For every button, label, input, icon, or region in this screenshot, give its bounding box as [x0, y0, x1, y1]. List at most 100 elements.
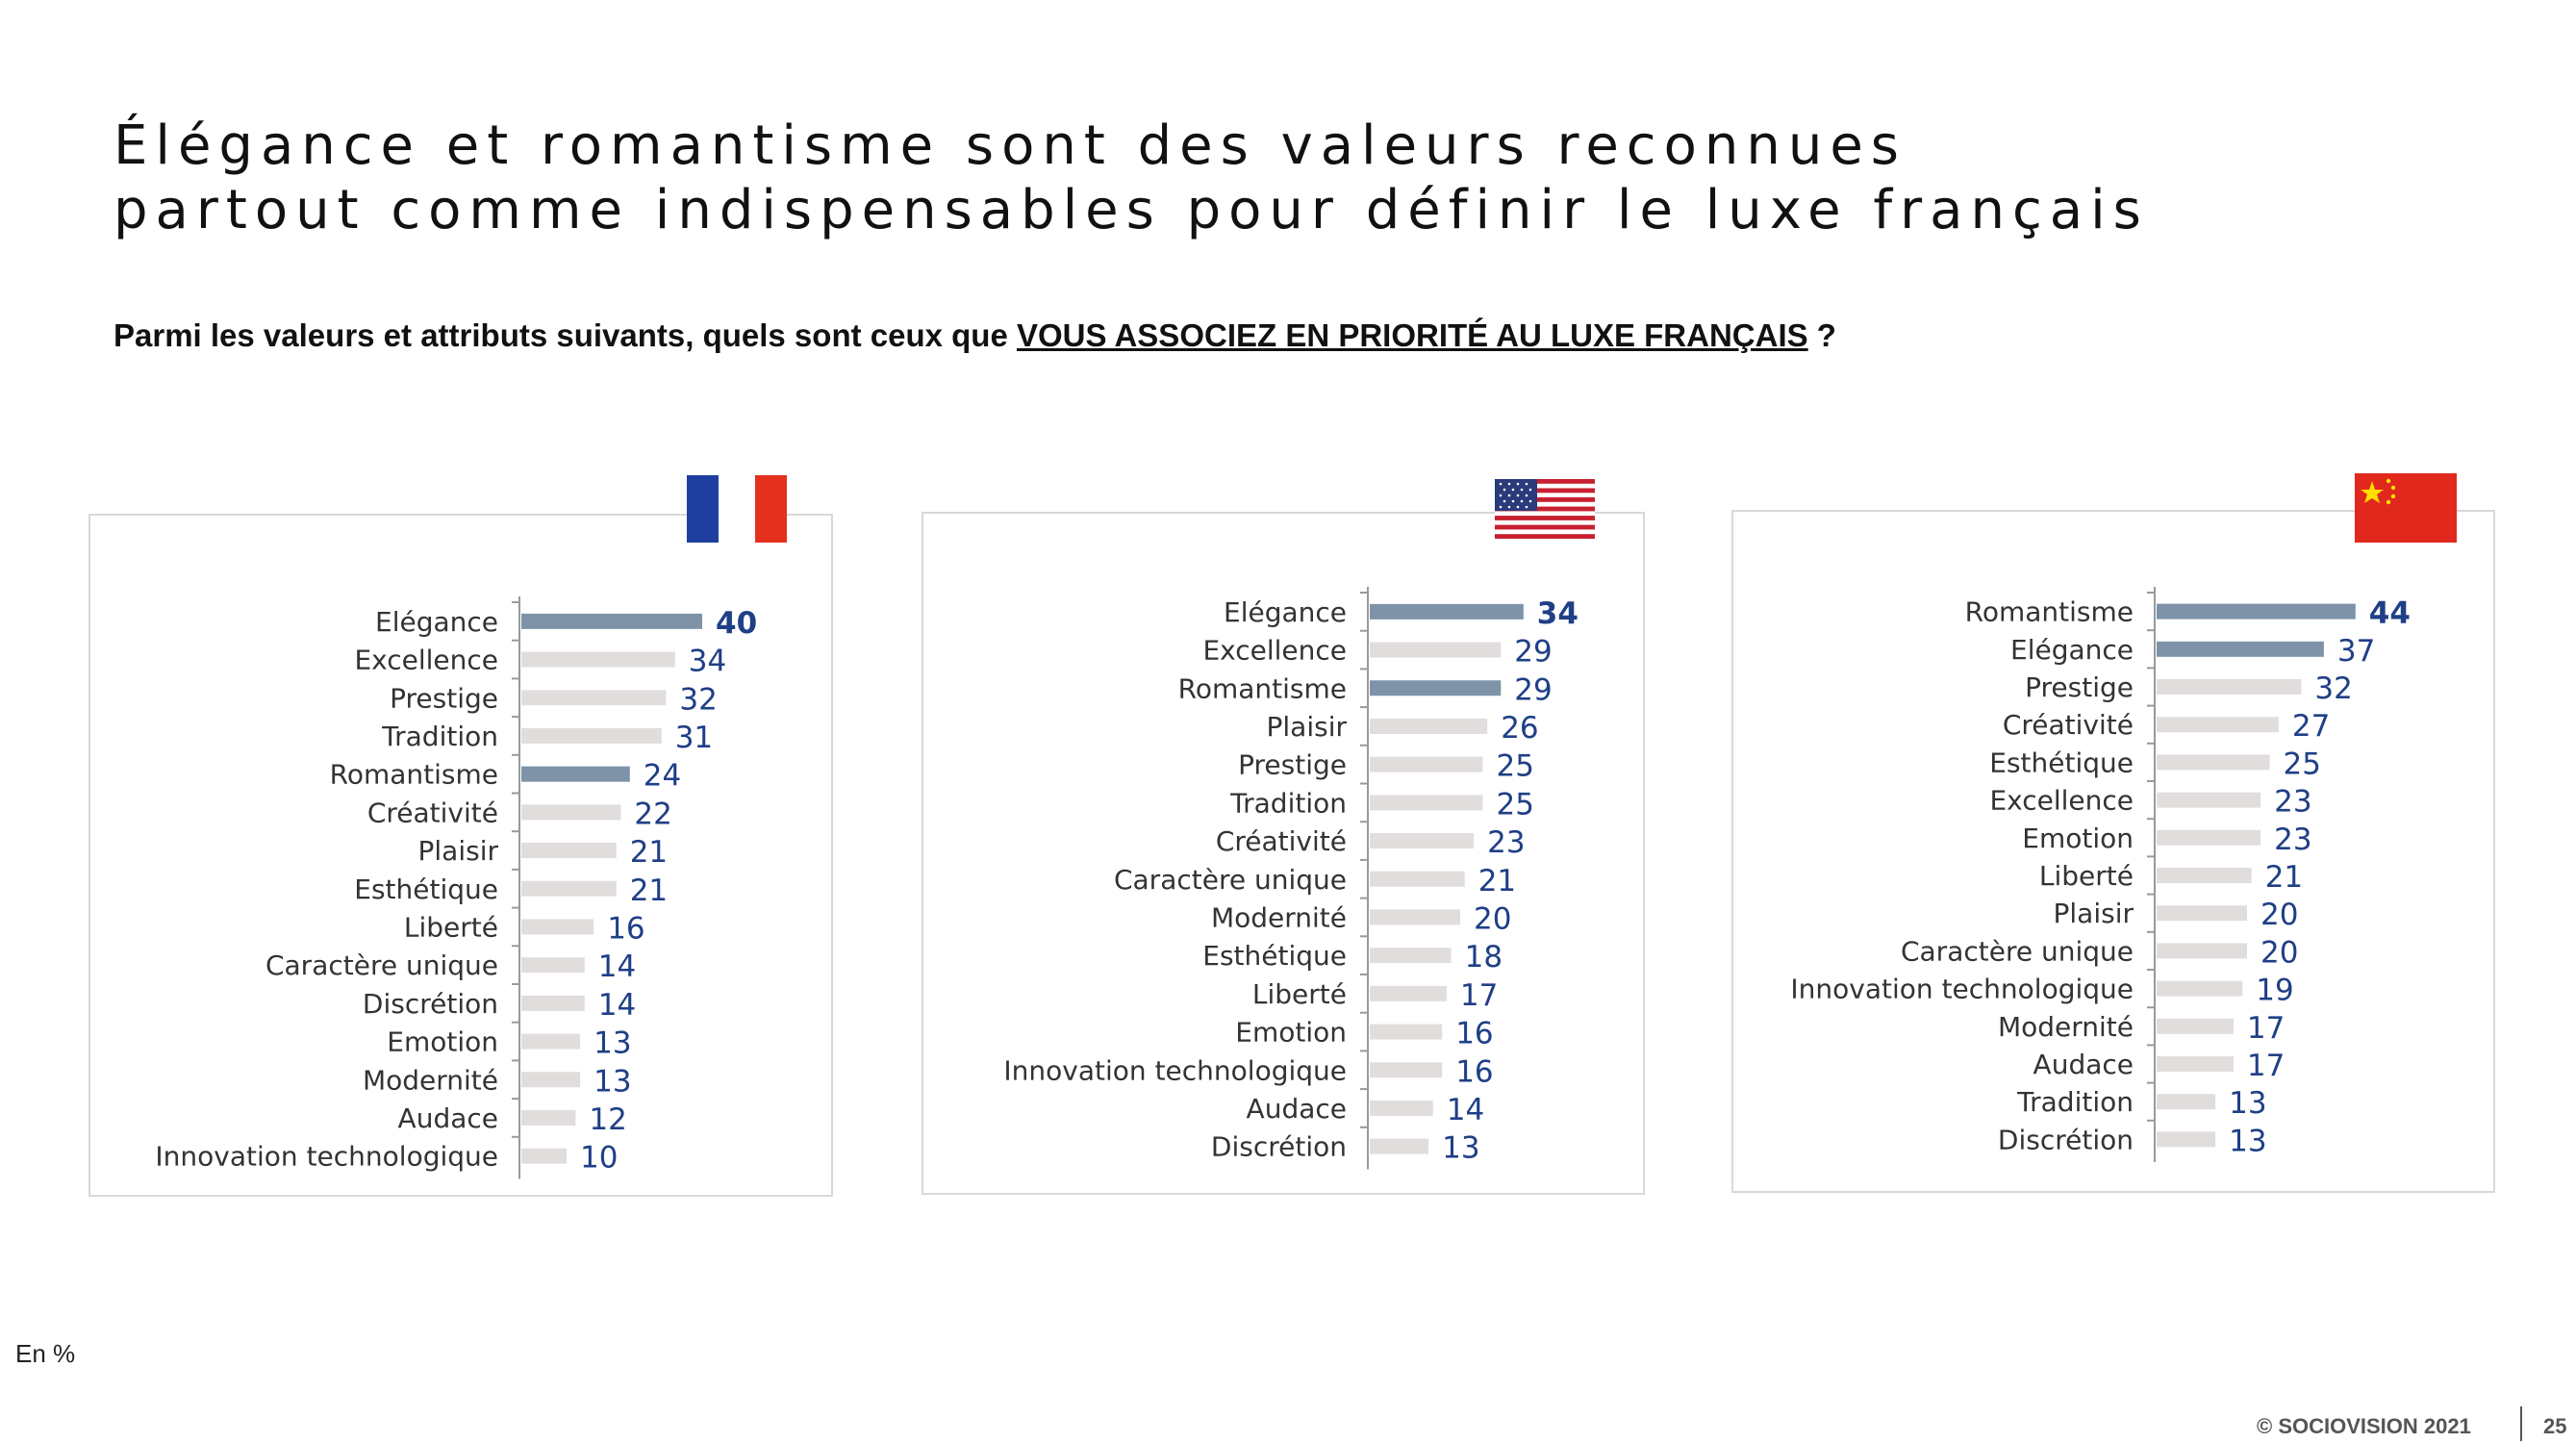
- bar-chart-france: Elégance 40 Excellence 34 Prestige 32 Traditio…: [155, 596, 757, 1179]
- value-label: 17: [2247, 1049, 2285, 1083]
- value-label: 13: [593, 1026, 631, 1061]
- bar: [2157, 679, 2302, 695]
- category-label: Modernité: [363, 1064, 498, 1096]
- bar: [1370, 642, 1502, 658]
- bar-highlighted: [521, 613, 702, 629]
- question-text: Parmi les valeurs et attributs suivants,…: [114, 317, 1017, 353]
- category-label: Créativité: [1216, 825, 1347, 857]
- usa-flag-icon: [1495, 479, 1595, 539]
- category-label: Excellence: [354, 645, 498, 676]
- value-label: 20: [2260, 898, 2298, 932]
- value-label: 40: [716, 606, 757, 641]
- bar: [1370, 833, 1475, 849]
- value-label: 21: [630, 835, 668, 870]
- value-label: 13: [593, 1064, 631, 1099]
- category-label: Caractère unique: [1114, 864, 1347, 896]
- bar-chart-usa: Elégance 34 Excellence 29 Romantisme 29 Plaisi…: [1003, 587, 1578, 1170]
- bar: [521, 995, 585, 1011]
- category-label: Emotion: [2022, 823, 2134, 854]
- value-label: 32: [2314, 671, 2352, 706]
- bar: [1370, 909, 1460, 925]
- chart-panel-china: Romantisme 44 Elégance 37 Prestige 32 Créativi…: [1731, 510, 2495, 1193]
- value-label: 14: [598, 988, 636, 1023]
- value-label: 21: [1478, 864, 1516, 899]
- bar: [2157, 905, 2247, 922]
- category-label: Innovation technologique: [155, 1141, 498, 1173]
- bar: [521, 804, 621, 821]
- survey-question: Parmi les valeurs et attributs suivants,…: [114, 317, 1836, 354]
- category-label: Modernité: [1211, 901, 1347, 933]
- value-label: 13: [2229, 1124, 2266, 1158]
- value-label: 29: [1514, 672, 1552, 707]
- bar: [2157, 1131, 2216, 1148]
- bar: [521, 957, 585, 974]
- value-label: 21: [2265, 860, 2303, 895]
- category-label: Liberté: [2039, 860, 2134, 892]
- category-label: Tradition: [1229, 787, 1347, 819]
- category-label: Elégance: [375, 606, 498, 638]
- value-label: 23: [1487, 825, 1525, 860]
- value-label: 10: [580, 1141, 618, 1176]
- category-label: Elégance: [2010, 634, 2134, 666]
- category-label: Liberté: [1252, 978, 1347, 1010]
- value-label: 17: [1460, 978, 1498, 1013]
- category-label: Modernité: [1998, 1011, 2134, 1043]
- category-label: Innovation technologique: [1790, 974, 2134, 1005]
- value-label: 44: [2369, 596, 2411, 631]
- value-label: 18: [1465, 940, 1503, 975]
- bar: [521, 727, 662, 744]
- value-label: 16: [607, 911, 644, 946]
- chart-panel-france: Elégance 40 Excellence 34 Prestige 32 Traditio…: [88, 514, 833, 1197]
- bar: [1370, 1138, 1429, 1154]
- value-label: 16: [1455, 1054, 1493, 1089]
- category-label: Elégance: [1224, 596, 1347, 628]
- value-label: 16: [1455, 1017, 1493, 1051]
- france-flag-icon: [687, 475, 787, 543]
- category-label: Innovation technologique: [1003, 1054, 1347, 1086]
- bar: [1370, 871, 1465, 887]
- value-label: 25: [2284, 747, 2321, 781]
- bar-highlighted: [521, 766, 630, 782]
- bar: [2157, 754, 2270, 771]
- value-label: 24: [644, 759, 681, 794]
- question-end: ?: [1807, 317, 1836, 353]
- value-label: 26: [1501, 711, 1538, 746]
- category-label: Audace: [1247, 1093, 1347, 1125]
- category-label: Esthétique: [354, 873, 498, 905]
- category-label: Romantisme: [1965, 596, 2134, 628]
- copyright-text: © SOCIOVISION 2021: [2257, 1414, 2471, 1438]
- bar: [521, 1072, 581, 1088]
- category-label: Discrétion: [1211, 1131, 1347, 1163]
- value-label: 20: [1474, 901, 1511, 936]
- china-flag-icon: [2355, 473, 2457, 543]
- category-label: Tradition: [2016, 1086, 2134, 1118]
- bar: [521, 919, 594, 935]
- value-label: 25: [1497, 787, 1534, 822]
- category-label: Discrétion: [363, 988, 498, 1020]
- bar: [2157, 829, 2261, 846]
- page-title-line1: Élégance et romantisme sont des valeurs …: [114, 114, 1907, 177]
- value-label: 23: [2274, 785, 2311, 820]
- category-label: Plaisir: [418, 835, 499, 867]
- category-label: Esthétique: [1202, 940, 1347, 972]
- footer-divider: [2520, 1406, 2522, 1441]
- value-label: 21: [630, 873, 668, 908]
- value-label: 23: [2274, 823, 2311, 857]
- bar: [1370, 1100, 1433, 1116]
- bar: [1370, 985, 1447, 1001]
- category-label: Romantisme: [330, 759, 498, 791]
- bar: [521, 690, 667, 706]
- page-number: 25: [2543, 1414, 2567, 1438]
- bar-highlighted: [1370, 603, 1524, 620]
- bar: [2157, 980, 2243, 997]
- value-label: 25: [1497, 749, 1534, 784]
- category-label: Audace: [398, 1102, 498, 1134]
- unit-note: En %: [15, 1339, 76, 1368]
- bar: [1370, 1062, 1443, 1078]
- bar: [1370, 1024, 1443, 1040]
- category-label: Emotion: [387, 1026, 498, 1058]
- value-label: 20: [2260, 935, 2298, 970]
- value-label: 13: [2229, 1086, 2266, 1121]
- category-label: Prestige: [2025, 671, 2134, 703]
- bar: [2157, 717, 2279, 733]
